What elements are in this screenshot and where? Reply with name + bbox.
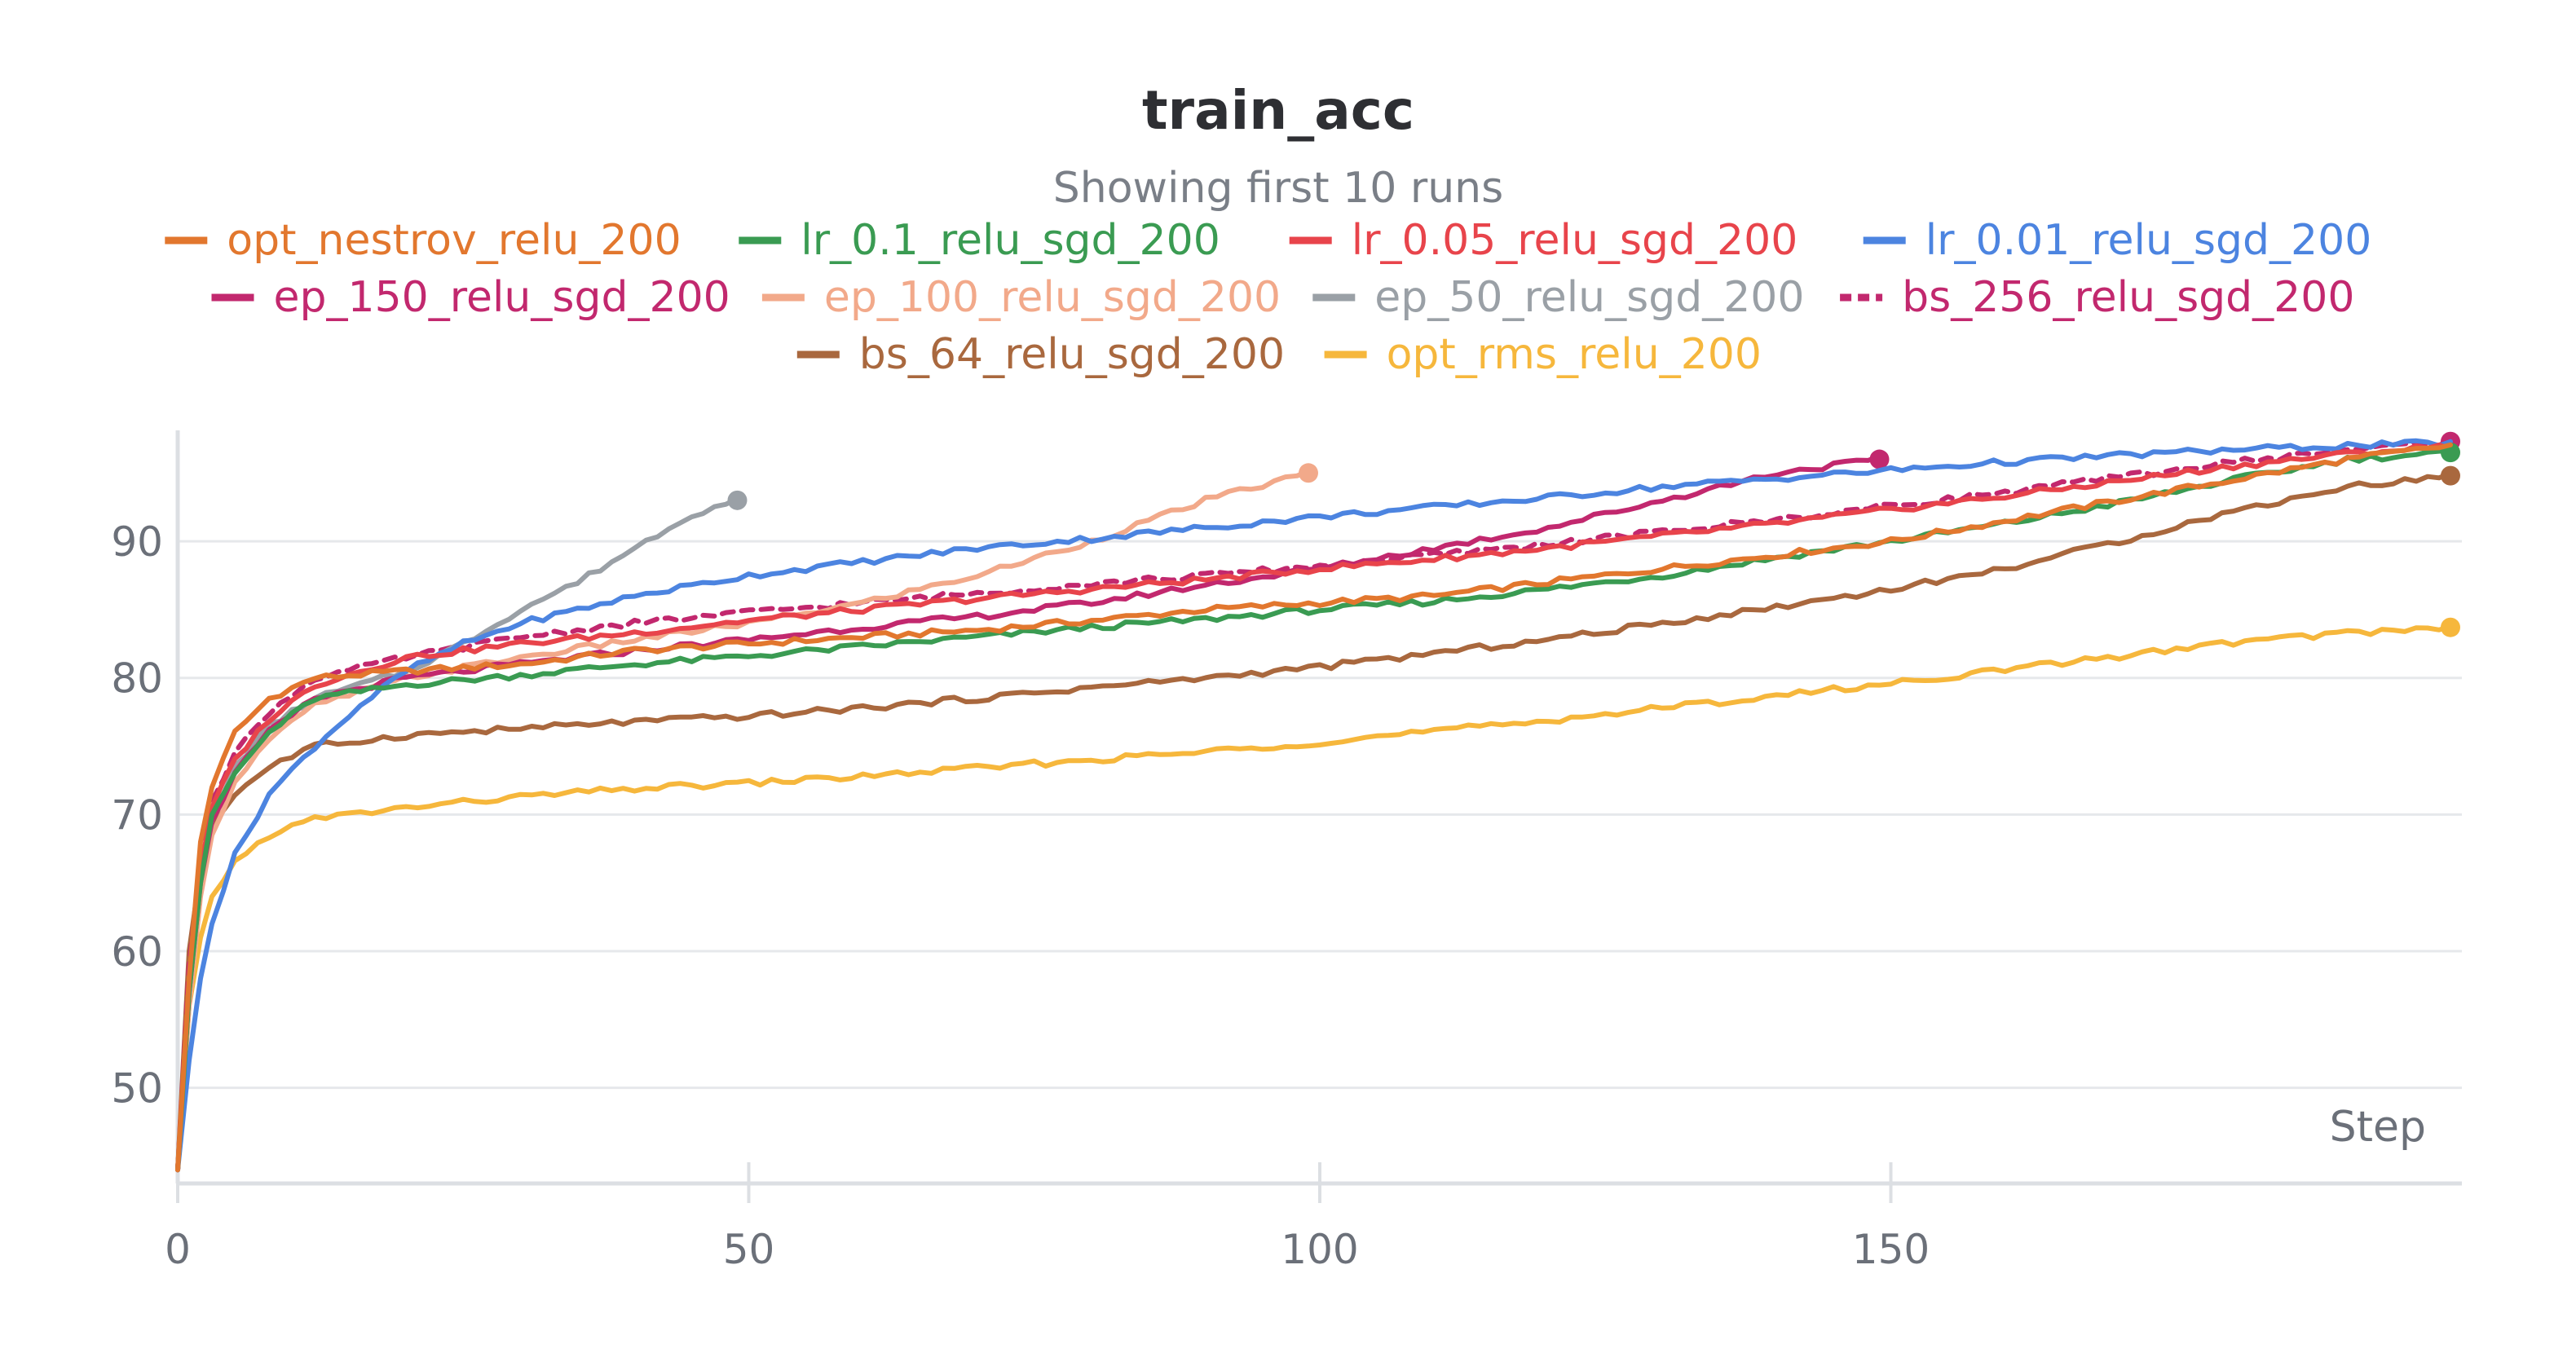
legend-label: ep_150_relu_sgd_200 [274, 273, 730, 322]
end-point-opt-rms-relu-200 [2440, 617, 2460, 637]
x-tick-label: 100 [1281, 1226, 1358, 1273]
end-point-ep-50-relu-sgd-200 [727, 490, 748, 510]
chart-legend: opt_nestrov_relu_200 lr_0.1_relu_sgd_200 l… [165, 216, 2371, 379]
legend-label: opt_nestrov_relu_200 [227, 216, 681, 265]
legend-item: ep_150_relu_sgd_200 [211, 273, 730, 322]
y-tick-label: 80 [111, 655, 163, 703]
x-tick-label: 150 [1852, 1226, 1930, 1273]
end-point-ep-100-relu-sgd-200 [1298, 463, 1318, 483]
series-line-bs-64-relu-sgd-200 [175, 470, 2453, 1173]
legend-item: ep_100_relu_sgd_200 [761, 273, 1281, 322]
x-tick-label: 50 [723, 1226, 775, 1273]
chart-subtitle: Showing first 10 runs [1053, 164, 1503, 213]
legend-label: lr_0.1_relu_sgd_200 [801, 216, 1220, 265]
legend-item: bs_256_relu_sgd_200 [1840, 273, 2354, 322]
series-lines [175, 431, 2460, 1173]
y-tick-label: 90 [111, 518, 163, 566]
legend-label: bs_256_relu_sgd_200 [1902, 273, 2354, 322]
legend-label: opt_rms_relu_200 [1387, 330, 1762, 379]
legend-item: opt_nestrov_relu_200 [165, 216, 681, 265]
series-line-lr-0-1-relu-sgd-200 [175, 448, 2453, 1173]
x-tick-label: 0 [165, 1226, 191, 1273]
y-tick-label: 60 [111, 928, 163, 976]
series-line-bs-256-relu-sgd-200 [175, 438, 2453, 1173]
legend-item: lr_0.05_relu_sgd_200 [1289, 216, 1798, 265]
end-point-bs-64-relu-sgd-200 [2440, 465, 2460, 486]
y-tick-label: 50 [111, 1065, 163, 1113]
x-axis-label: Step [2330, 1103, 2426, 1152]
series-line-ep-150-relu-sgd-200 [175, 453, 1882, 1173]
chart-title: train_acc [1142, 79, 1414, 142]
legend-item: lr_0.1_relu_sgd_200 [739, 216, 1220, 265]
legend-item: bs_64_relu_sgd_200 [796, 330, 1285, 379]
legend-label: ep_100_relu_sgd_200 [824, 273, 1281, 322]
legend-item: lr_0.01_relu_sgd_200 [1863, 216, 2372, 265]
grid [178, 540, 2462, 1090]
legend-item: opt_rms_relu_200 [1324, 330, 1762, 379]
legend-label: ep_50_relu_sgd_200 [1374, 273, 1804, 322]
legend-item: ep_50_relu_sgd_200 [1312, 273, 1804, 322]
series-line-opt-nestrov-relu-200 [175, 442, 2453, 1173]
legend-label: lr_0.01_relu_sgd_200 [1925, 216, 2372, 265]
series-line-ep-50-relu-sgd-200 [175, 496, 740, 1173]
series-line-opt-rms-relu-200 [175, 624, 2453, 1173]
series-line-lr-0-01-relu-sgd-200 [175, 438, 2453, 1173]
y-tick-label: 70 [111, 791, 163, 839]
legend-label: bs_64_relu_sgd_200 [859, 330, 1285, 379]
series-line-lr-0-05-relu-sgd-200 [175, 443, 2453, 1173]
axes: 50 60 70 80 90 0 50 100 150 [111, 430, 2462, 1273]
legend-label: lr_0.05_relu_sgd_200 [1352, 216, 1798, 265]
end-point-ep-150-relu-sgd-200 [1869, 449, 1890, 469]
